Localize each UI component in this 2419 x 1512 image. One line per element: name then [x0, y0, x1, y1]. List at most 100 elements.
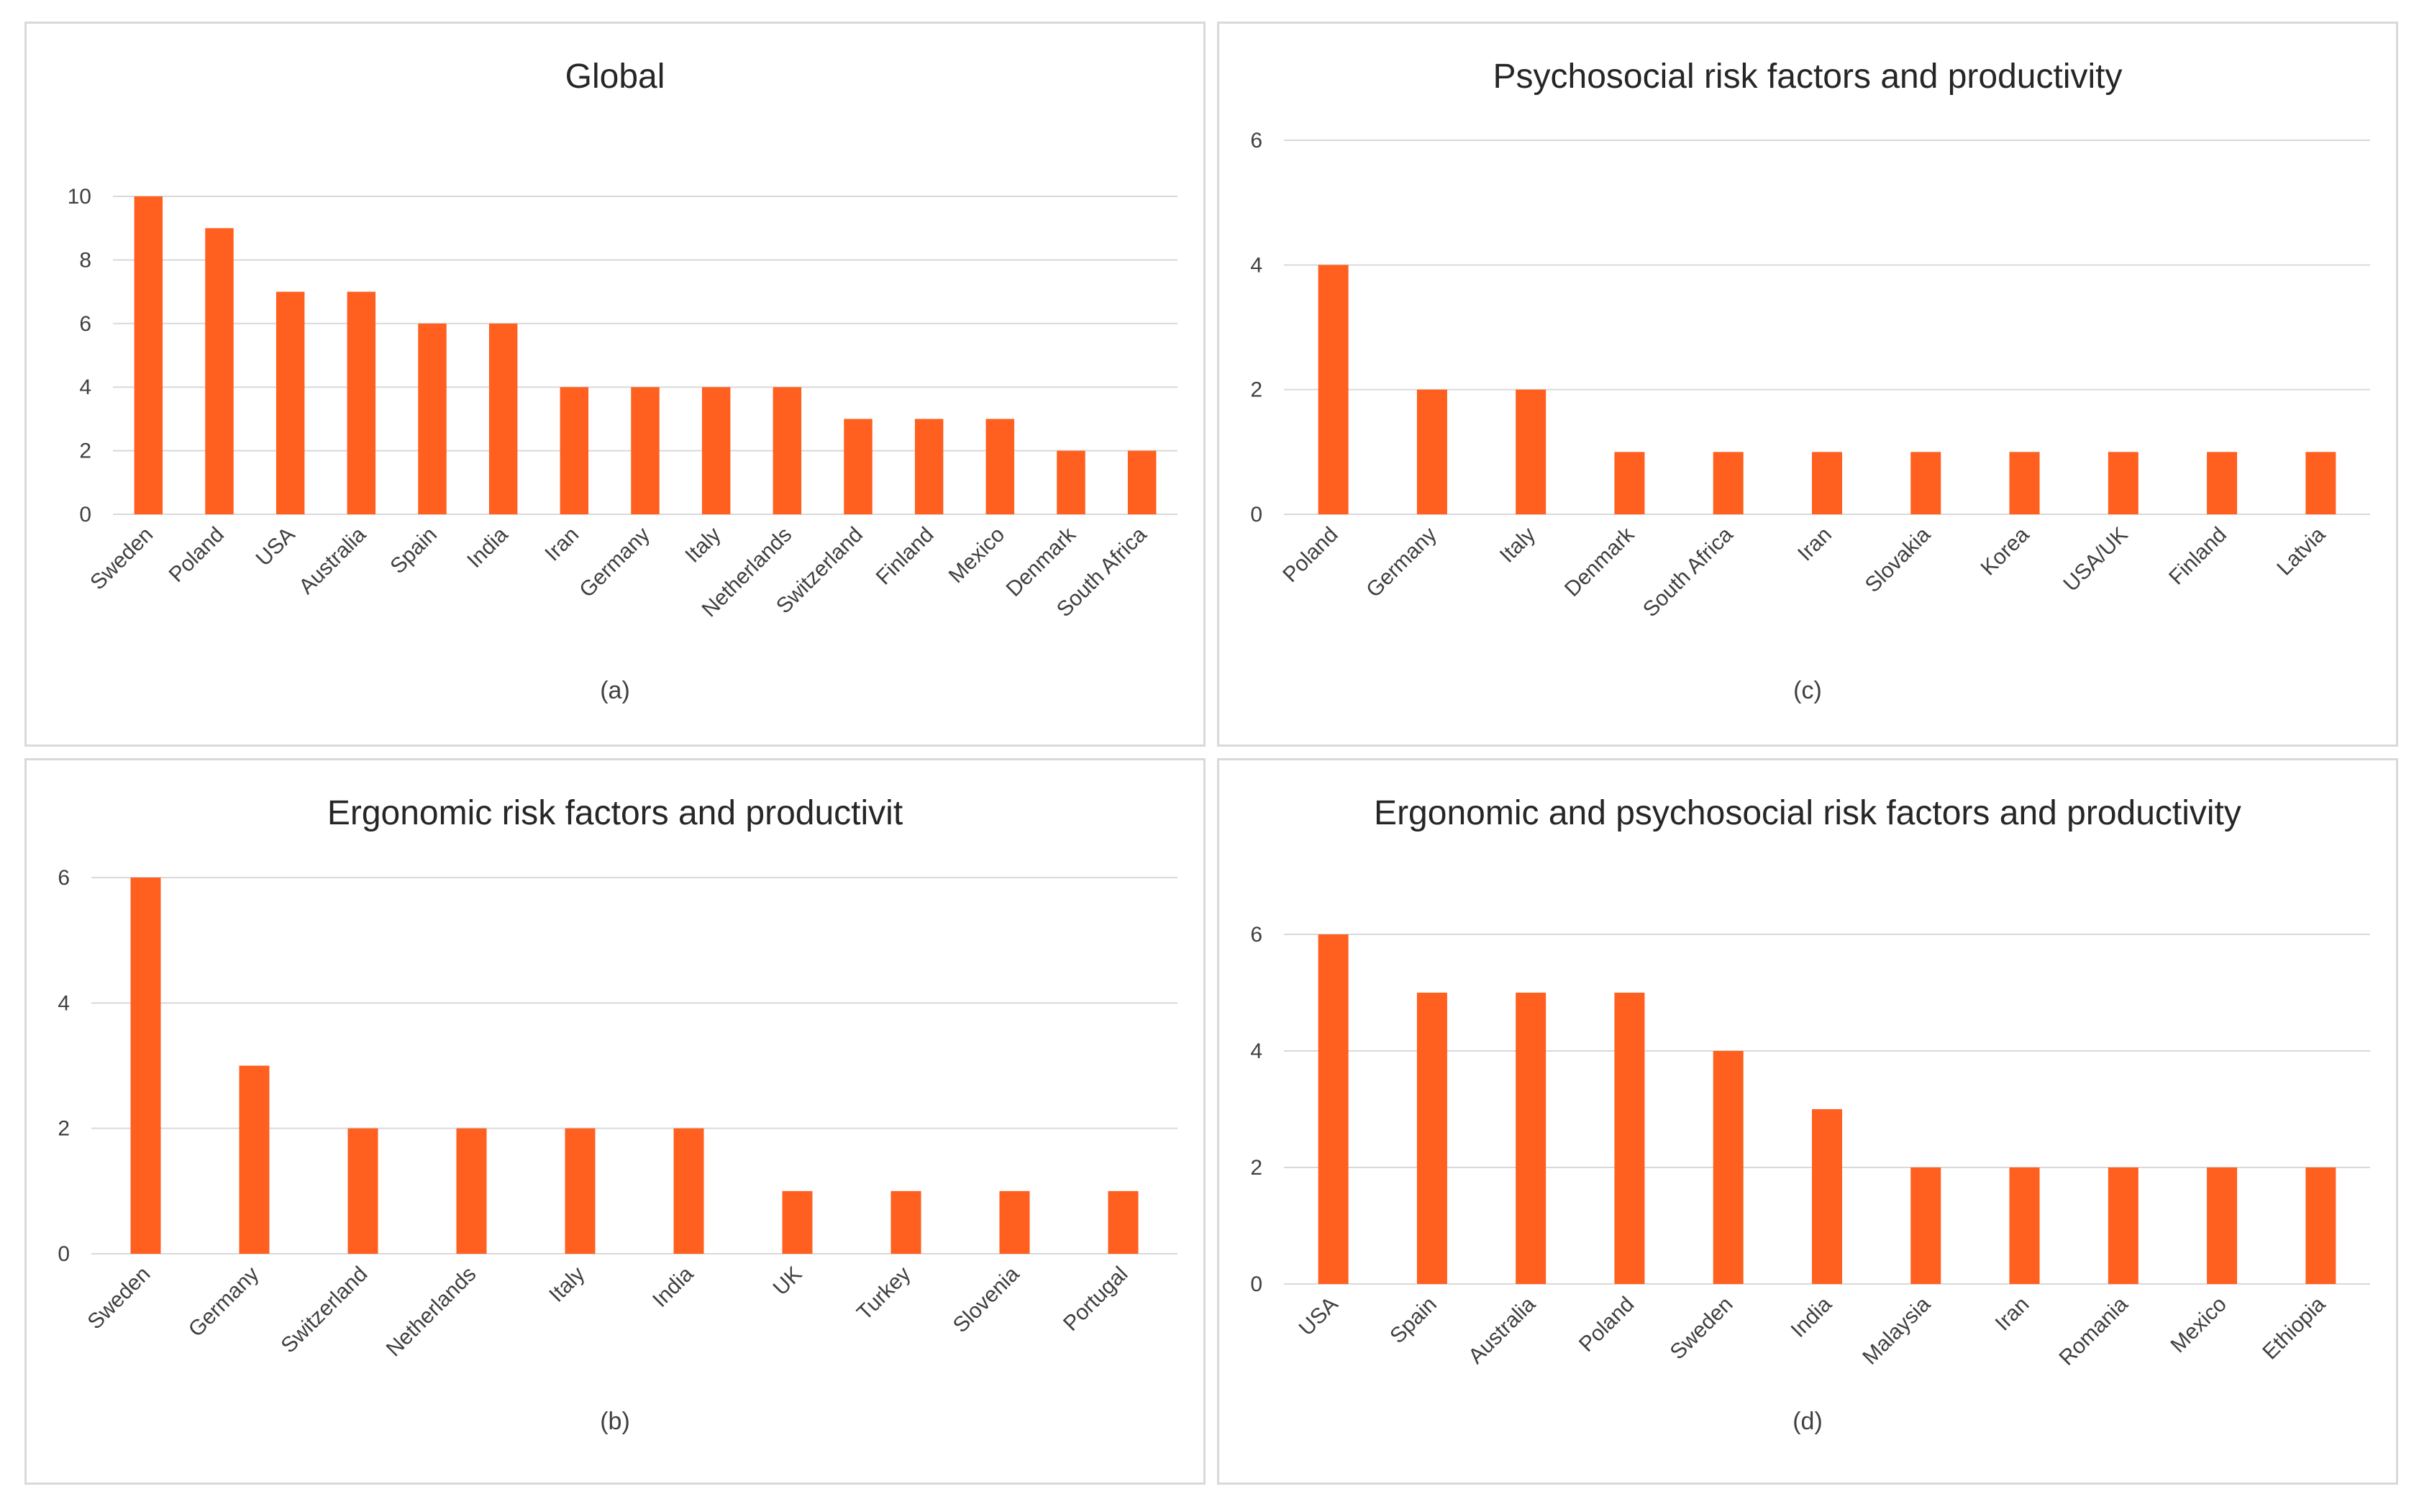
category-label: Italy — [680, 523, 725, 568]
category-label: Malaysia — [1858, 1292, 1935, 1369]
chart-title: Ergonomic risk factors and productivit — [327, 794, 903, 832]
chart-panel-ergonomic-psychosocial: Ergonomic and psychosocial risk factors … — [1217, 758, 2398, 1485]
category-label: Italy — [545, 1262, 589, 1307]
chart-panel-psychosocial: Psychosocial risk factors and productivi… — [1217, 22, 2398, 747]
category-label: Spain — [386, 523, 442, 579]
category-label: Spain — [1385, 1293, 1441, 1349]
chart-caption: (a) — [600, 677, 630, 704]
bar — [2305, 452, 2336, 514]
bar — [890, 1190, 921, 1254]
category-label: India — [1787, 1292, 1837, 1342]
y-tick-label: 0 — [1250, 503, 1262, 527]
category-label: Sweden — [83, 1262, 155, 1334]
category-label: India — [463, 522, 513, 573]
bar — [275, 291, 305, 514]
category-label: Iran — [1991, 1293, 2034, 1336]
category-label: Turkey — [852, 1262, 915, 1325]
bar — [239, 1065, 270, 1254]
category-label: Netherlands — [382, 1262, 481, 1362]
y-tick-label: 4 — [1250, 1039, 1262, 1063]
bar — [1713, 452, 1744, 514]
bar — [701, 387, 731, 514]
bar — [1057, 450, 1085, 514]
category-label: Australia — [294, 522, 370, 598]
y-tick-label: 0 — [79, 503, 91, 527]
y-tick-label: 4 — [79, 375, 91, 399]
category-label: Portugal — [1059, 1262, 1132, 1336]
bar — [1812, 452, 1842, 514]
bar — [844, 419, 873, 514]
chart-plot-psychosocial: 0 2 4 6 Poland Germany Italy Denmark South Afric… — [1250, 129, 2370, 621]
bar — [1910, 1167, 1941, 1284]
y-tick-label: 10 — [68, 185, 91, 209]
y-tick-label: 6 — [79, 312, 91, 336]
y-tick-label: 6 — [1250, 129, 1262, 152]
bar — [2207, 1167, 2238, 1284]
bar — [1318, 934, 1349, 1284]
bar — [2305, 1167, 2336, 1284]
y-tick-label: 2 — [1250, 378, 1262, 402]
bar — [999, 1190, 1030, 1254]
chart-plot-ergonomic-psychosocial: 0 2 4 6 USA Spain Australia Poland Sweden India Ma… — [1250, 923, 2370, 1370]
category-label: Poland — [1278, 523, 1342, 587]
category-label: Sweden — [1666, 1293, 1738, 1365]
y-tick-label: 6 — [58, 866, 70, 890]
chart-title: Global — [565, 58, 665, 96]
bar — [2009, 452, 2040, 514]
category-label: USA — [1295, 1293, 1343, 1341]
bar — [1614, 993, 1645, 1284]
bar — [565, 1128, 596, 1254]
bar — [2108, 452, 2138, 514]
category-label: Denmark — [1560, 522, 1639, 601]
category-label: Australia — [1464, 1292, 1540, 1368]
bar — [782, 1190, 813, 1254]
bar — [456, 1128, 487, 1254]
category-label: Germany — [184, 1262, 264, 1342]
y-tick-label: 2 — [79, 440, 91, 463]
category-label: Poland — [165, 523, 229, 587]
bar — [560, 387, 589, 514]
category-label: Finland — [872, 523, 939, 590]
chart-title: Psychosocial risk factors and productivi… — [1493, 58, 2123, 96]
bar — [2108, 1167, 2138, 1284]
bar — [1416, 389, 1447, 514]
category-label: Latvia — [2272, 522, 2330, 580]
chart-title: Ergonomic and psychosocial risk factors … — [1374, 794, 2241, 832]
chart-caption: (b) — [600, 1408, 630, 1435]
category-label: Iran — [1793, 523, 1836, 566]
category-label: Ethiopia — [2258, 1292, 2330, 1364]
bar — [1713, 1051, 1744, 1284]
bar — [347, 1128, 378, 1254]
category-label: Slovenia — [949, 1262, 1024, 1337]
y-tick-label: 4 — [58, 991, 70, 1015]
category-label: Korea — [1977, 522, 2034, 580]
bar — [1614, 452, 1645, 514]
bar — [418, 323, 447, 514]
bar — [205, 228, 234, 514]
category-label: Mexico — [2167, 1293, 2232, 1358]
chart-panel-ergonomic: Ergonomic risk factors and productivit 0… — [24, 758, 1206, 1485]
category-label: Italy — [1495, 523, 1540, 568]
y-tick-label: 0 — [58, 1242, 70, 1266]
bar — [1127, 450, 1157, 514]
bar — [914, 419, 944, 514]
y-tick-label: 6 — [1250, 923, 1262, 947]
bar — [134, 196, 163, 514]
category-label: Romania — [2055, 1292, 2133, 1370]
bar — [673, 1128, 704, 1254]
chart-caption: (d) — [1792, 1408, 1823, 1435]
bar — [2207, 452, 2238, 514]
category-label: India — [648, 1262, 698, 1312]
category-label: Germany — [575, 523, 655, 603]
bar — [631, 387, 660, 514]
bar — [2009, 1167, 2040, 1284]
category-label: South Africa — [1639, 522, 1738, 621]
bar — [488, 323, 518, 514]
bar — [985, 419, 1015, 514]
chart-caption: (c) — [1793, 677, 1822, 704]
category-label: Slovakia — [1861, 522, 1936, 597]
category-label: USA — [252, 523, 300, 571]
bar — [1108, 1190, 1139, 1254]
bar — [1318, 265, 1349, 514]
chart-plot-ergonomic: 0 2 4 6 Sweden Germany Switzerland Netherlands I… — [58, 866, 1177, 1362]
